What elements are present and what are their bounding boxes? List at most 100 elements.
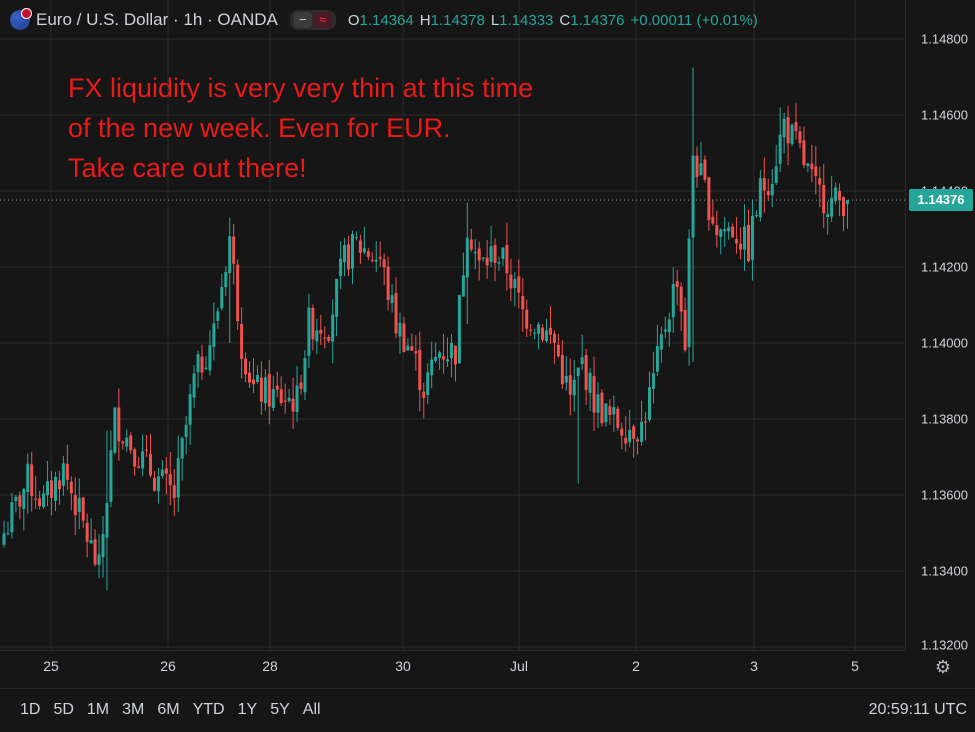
candle-body	[826, 214, 830, 218]
candle-body	[592, 375, 596, 413]
candle-body	[576, 367, 580, 377]
candle-body	[228, 236, 232, 274]
range-all-button[interactable]: All	[302, 701, 321, 718]
candle-body	[449, 342, 453, 359]
candle-body	[628, 429, 632, 443]
candle-body	[624, 437, 628, 444]
range-1m-button[interactable]: 1M	[86, 701, 110, 718]
candle-body	[315, 330, 319, 342]
candle-body	[117, 407, 121, 442]
change-value: +0.00011 (+0.01%)	[630, 11, 758, 29]
candle-body	[822, 185, 826, 214]
candle-body	[398, 322, 402, 337]
candle-body	[711, 216, 715, 224]
candle-body	[719, 229, 723, 237]
candle-body	[374, 259, 378, 262]
chart-area[interactable]: Euro / U.S. Dollar · 1h · OANDA − ≈ O1.1…	[0, 0, 905, 650]
candle-body	[164, 468, 168, 474]
candle-body	[782, 118, 786, 138]
symbol-title[interactable]: Euro / U.S. Dollar · 1h · OANDA	[36, 10, 278, 29]
candle-body	[774, 166, 778, 183]
range-1d-button[interactable]: 1D	[20, 701, 41, 718]
candle-body	[453, 345, 457, 365]
wave-icon[interactable]: ≈	[313, 12, 332, 28]
candle-body	[679, 286, 683, 312]
range-1y-button[interactable]: 1Y	[237, 701, 258, 718]
candle-body	[216, 311, 220, 321]
candle-body	[133, 449, 137, 467]
candle-body	[671, 283, 675, 318]
candle-body	[537, 324, 541, 334]
candle-body	[2, 533, 6, 545]
chart-settings-gear-icon[interactable]: ⚙	[934, 656, 952, 677]
candle-body	[22, 489, 26, 510]
candle-body	[121, 441, 125, 444]
price-label: 1.13600	[921, 487, 968, 503]
candle-body	[192, 373, 196, 398]
minus-icon[interactable]: −	[293, 12, 312, 28]
candle-body	[263, 377, 267, 404]
candle-body	[129, 435, 133, 451]
candle-body	[430, 359, 434, 376]
open-label: O	[347, 11, 360, 29]
candle-body	[604, 403, 608, 423]
candle-body	[141, 451, 145, 469]
candle-body	[446, 359, 450, 362]
close-label: C	[559, 11, 571, 29]
candle-body	[505, 244, 509, 274]
candle-body	[766, 191, 770, 196]
candle-body	[244, 358, 248, 375]
candle-body	[830, 197, 834, 217]
candle-body	[762, 178, 766, 191]
price-label: 1.14200	[921, 259, 968, 275]
candle-body	[259, 377, 263, 402]
candle-body	[552, 333, 556, 343]
range-5y-button[interactable]: 5Y	[270, 701, 290, 718]
candle-body	[754, 215, 758, 217]
candle-body	[469, 239, 473, 250]
utc-clock[interactable]: 20:59:11 UTC	[868, 701, 967, 718]
open-value: 1.14364	[359, 11, 414, 29]
candle-body	[588, 373, 592, 393]
candle-body	[731, 226, 735, 238]
candle-body	[778, 134, 782, 164]
candle-body	[410, 346, 414, 351]
candle-body	[422, 391, 426, 398]
text-annotation[interactable]: FX liquidity is very very thin at this t…	[68, 68, 533, 188]
annotation-line: of the new week. Even for EUR.	[68, 113, 451, 143]
candle-body	[184, 424, 188, 437]
candle-body	[707, 177, 711, 221]
time-axis[interactable]: 25 26 28 30 Jul 2 3 5	[0, 650, 905, 683]
candle-body	[303, 358, 307, 393]
candle-body	[287, 397, 291, 402]
candle-body	[750, 215, 754, 260]
price-axis[interactable]: 1.14800 1.14600 1.14400 1.14200 1.14000 …	[905, 0, 975, 653]
candle-body	[188, 394, 192, 425]
candle-body	[354, 237, 358, 239]
candle-body	[105, 503, 109, 538]
candle-body	[489, 246, 493, 262]
candle-body	[663, 329, 667, 332]
candle-body	[632, 426, 636, 439]
low-label: L	[490, 11, 500, 29]
candle-body	[481, 257, 485, 259]
range-6m-button[interactable]: 6M	[157, 701, 180, 718]
candlestick-chart[interactable]	[0, 0, 905, 650]
candle-body	[279, 389, 283, 404]
candle-body	[612, 407, 616, 415]
time-label: 30	[395, 658, 411, 674]
candle-body	[57, 480, 61, 490]
candle-body	[248, 372, 252, 383]
candle-body	[845, 200, 849, 204]
candle-body	[513, 279, 517, 288]
range-5d-button[interactable]: 5D	[53, 701, 74, 718]
range-ytd-button[interactable]: YTD	[192, 701, 225, 718]
candle-body	[723, 229, 727, 232]
candle-body	[307, 307, 311, 356]
candle-body	[521, 296, 525, 310]
candle-body	[331, 314, 335, 342]
range-3m-button[interactable]: 3M	[122, 701, 145, 718]
bottom-toolbar: 1D 5D 1M 3M 6M YTD 1Y 5Y All 20:59:11 UT…	[0, 688, 975, 732]
annotation-line: Take care out there!	[68, 153, 307, 183]
candle-body	[109, 450, 113, 502]
